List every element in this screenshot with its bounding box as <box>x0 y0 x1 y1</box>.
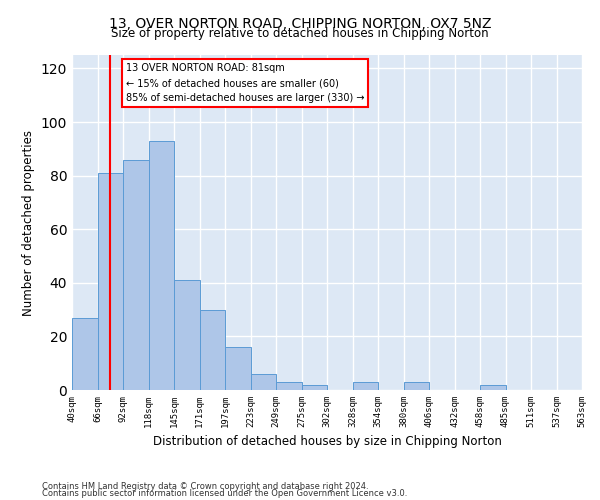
Text: Contains HM Land Registry data © Crown copyright and database right 2024.: Contains HM Land Registry data © Crown c… <box>42 482 368 491</box>
Bar <box>174 280 199 390</box>
Bar <box>149 141 174 390</box>
Bar <box>251 374 276 390</box>
Bar <box>353 382 378 390</box>
Text: 13, OVER NORTON ROAD, CHIPPING NORTON, OX7 5NZ: 13, OVER NORTON ROAD, CHIPPING NORTON, O… <box>109 18 491 32</box>
X-axis label: Distribution of detached houses by size in Chipping Norton: Distribution of detached houses by size … <box>152 436 502 448</box>
Bar <box>72 318 97 390</box>
Bar <box>404 382 429 390</box>
Bar <box>276 382 302 390</box>
Bar <box>480 384 505 390</box>
Y-axis label: Number of detached properties: Number of detached properties <box>22 130 35 316</box>
Text: Size of property relative to detached houses in Chipping Norton: Size of property relative to detached ho… <box>111 28 489 40</box>
Bar <box>199 310 225 390</box>
Bar <box>302 384 327 390</box>
Bar <box>97 173 123 390</box>
Bar <box>123 160 149 390</box>
Text: 13 OVER NORTON ROAD: 81sqm
← 15% of detached houses are smaller (60)
85% of semi: 13 OVER NORTON ROAD: 81sqm ← 15% of deta… <box>125 64 364 103</box>
Text: Contains public sector information licensed under the Open Government Licence v3: Contains public sector information licen… <box>42 489 407 498</box>
Bar <box>225 347 251 390</box>
